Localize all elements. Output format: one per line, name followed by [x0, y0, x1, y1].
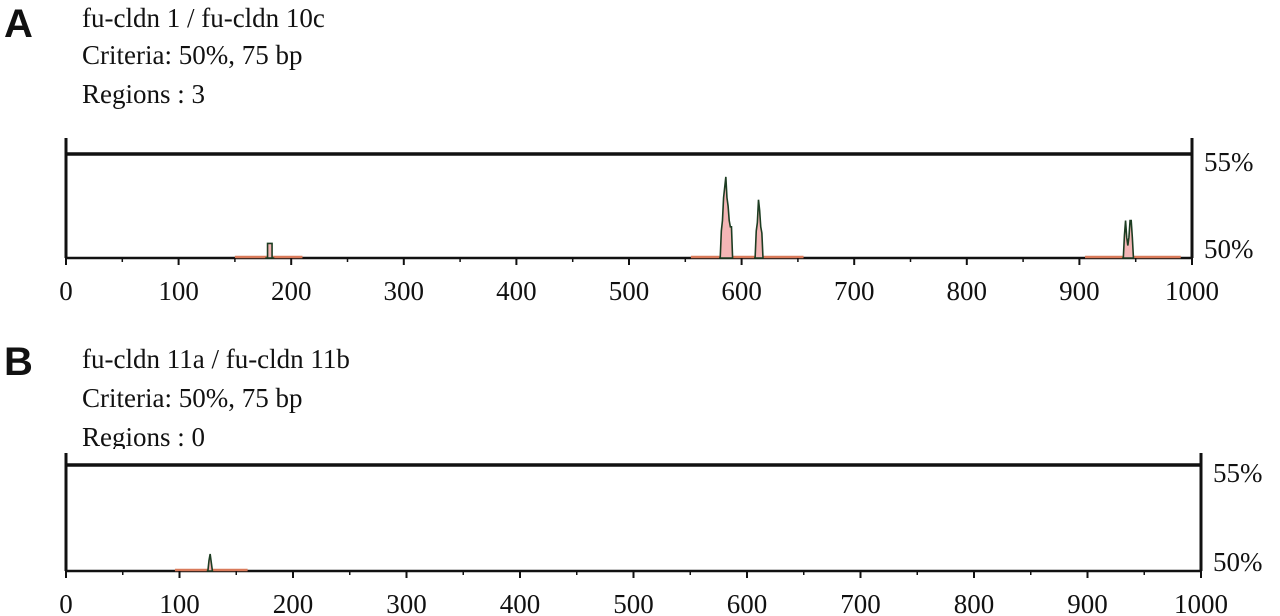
x-tick-label-400: 400: [496, 276, 537, 306]
panel-a-criteria: Criteria: 50%, 75 bp: [82, 40, 303, 70]
x-tick-label-200: 200: [273, 589, 314, 616]
x-tick-label-800: 800: [947, 276, 988, 306]
x-tick-label-1000: 1000: [1165, 276, 1219, 306]
x-tick-label-500: 500: [613, 589, 654, 616]
x-tick-label-0: 0: [59, 276, 73, 306]
y-label-bottom: 50%: [1204, 234, 1254, 264]
x-tick-label-0: 0: [59, 589, 73, 616]
panel-b-regions: Regions : 0: [82, 422, 206, 449]
panel-b-criteria: Criteria: 50%, 75 bp: [82, 383, 303, 413]
y-label-bottom: 50%: [1213, 547, 1263, 577]
peak-1: [206, 553, 214, 572]
x-tick-label-400: 400: [500, 589, 541, 616]
x-tick-label-300: 300: [384, 276, 425, 306]
plot-panel-a: 0 100 200 300 400 500 600 700 800 900 1000 55% 50%: [59, 138, 1254, 306]
plot-panel-b: 0 100 200 300 400 500 600 700 800 900 1000 55% 50%: [59, 453, 1263, 616]
y-label-top: 55%: [1213, 458, 1263, 488]
peak-3: [753, 199, 764, 259]
x-tick-label-1000: 1000: [1174, 589, 1228, 616]
peak-2: [719, 176, 734, 259]
x-tick-label-300: 300: [386, 589, 427, 616]
panel-a-title: fu-cldn 1 / fu-cldn 10c: [82, 3, 325, 33]
y-label-top: 55%: [1204, 147, 1254, 177]
x-tick-label-600: 600: [721, 276, 762, 306]
panel-letter-b: B: [4, 340, 33, 384]
x-tick-label-800: 800: [954, 589, 995, 616]
x-tick-label-900: 900: [1067, 589, 1108, 616]
panel-a-regions: Regions : 3: [82, 79, 206, 109]
peak-1: [265, 242, 275, 259]
x-tick-label-500: 500: [609, 276, 650, 306]
peak-4: [1122, 219, 1135, 259]
x-tick-label-100: 100: [159, 589, 200, 616]
x-tick-label-900: 900: [1059, 276, 1100, 306]
x-tick-label-200: 200: [271, 276, 312, 306]
x-tick-label-700: 700: [840, 589, 881, 616]
x-tick-label-700: 700: [834, 276, 875, 306]
panel-b-title: fu-cldn 11a / fu-cldn 11b: [82, 344, 350, 374]
x-tick-label-600: 600: [727, 589, 768, 616]
x-tick-label-100: 100: [158, 276, 199, 306]
panel-letter-a: A: [4, 2, 33, 46]
